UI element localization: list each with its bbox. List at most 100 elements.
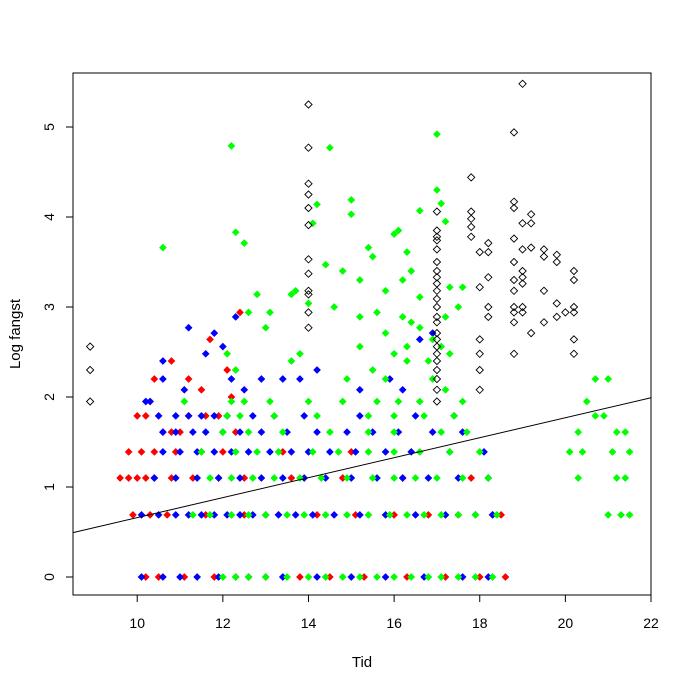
data-point bbox=[308, 447, 317, 456]
data-point bbox=[617, 510, 625, 519]
data-point bbox=[424, 573, 433, 581]
data-point bbox=[176, 447, 184, 456]
data-point bbox=[304, 255, 313, 264]
regression-line bbox=[72, 397, 652, 534]
data-point bbox=[381, 375, 390, 383]
data-point bbox=[218, 428, 227, 437]
data-point bbox=[518, 273, 527, 282]
data-point bbox=[261, 510, 270, 519]
data-point bbox=[398, 474, 407, 482]
data-point bbox=[437, 428, 446, 437]
data-point bbox=[569, 349, 579, 359]
data-point bbox=[231, 573, 240, 581]
data-point bbox=[509, 128, 519, 137]
data-point bbox=[325, 447, 334, 456]
data-point bbox=[432, 302, 442, 312]
data-point bbox=[244, 308, 253, 317]
data-point bbox=[343, 474, 351, 482]
data-point bbox=[432, 365, 442, 375]
data-point bbox=[231, 228, 240, 237]
data-point bbox=[287, 357, 296, 365]
y-axis: 0 1 2 3 4 5 bbox=[41, 123, 73, 581]
data-point bbox=[462, 428, 471, 437]
data-point bbox=[321, 260, 330, 269]
data-point bbox=[231, 312, 240, 321]
data-point bbox=[454, 573, 463, 581]
data-point bbox=[432, 294, 442, 304]
data-point bbox=[398, 385, 407, 394]
data-point bbox=[484, 238, 493, 248]
data-point bbox=[450, 411, 459, 420]
data-point bbox=[244, 447, 253, 456]
data-point bbox=[330, 510, 339, 519]
data-point bbox=[300, 510, 309, 519]
data-point bbox=[518, 279, 527, 288]
data-point bbox=[407, 267, 416, 275]
data-point bbox=[206, 510, 214, 519]
data-point bbox=[304, 573, 313, 581]
data-point bbox=[445, 447, 454, 456]
data-point bbox=[432, 236, 442, 245]
data-point bbox=[432, 273, 442, 282]
data-point bbox=[193, 474, 202, 482]
data-point bbox=[441, 312, 450, 321]
data-point bbox=[180, 385, 189, 394]
data-point bbox=[458, 474, 467, 482]
data-point bbox=[197, 510, 206, 519]
data-point bbox=[158, 428, 167, 437]
data-point bbox=[364, 510, 373, 519]
data-point bbox=[432, 207, 442, 216]
data-point bbox=[325, 143, 334, 152]
data-point bbox=[466, 222, 476, 232]
data-point bbox=[390, 230, 399, 239]
data-point bbox=[526, 243, 536, 252]
data-point bbox=[569, 302, 579, 312]
data-point bbox=[475, 385, 484, 395]
y-tick-label: 3 bbox=[41, 303, 57, 311]
data-point bbox=[390, 447, 399, 456]
data-point bbox=[394, 397, 403, 406]
data-point bbox=[437, 510, 446, 519]
data-point bbox=[158, 375, 167, 383]
data-point bbox=[445, 349, 454, 358]
data-point bbox=[176, 573, 184, 581]
data-point bbox=[437, 199, 446, 208]
data-point bbox=[432, 286, 442, 296]
data-point bbox=[184, 411, 193, 420]
y-tick-label: 2 bbox=[41, 393, 57, 401]
data-point bbox=[437, 573, 446, 581]
data-point bbox=[415, 335, 424, 344]
data-point bbox=[244, 428, 253, 437]
data-point bbox=[466, 173, 476, 182]
data-point bbox=[394, 226, 403, 235]
data-point bbox=[471, 573, 480, 581]
data-point bbox=[432, 356, 442, 366]
data-point bbox=[621, 428, 630, 437]
data-point bbox=[518, 266, 527, 276]
x-axis: 10 12 14 16 18 20 22 bbox=[129, 595, 659, 631]
data-point bbox=[428, 428, 437, 437]
data-point bbox=[317, 474, 326, 482]
data-point bbox=[227, 397, 236, 406]
data-point bbox=[171, 428, 180, 437]
data-point bbox=[240, 397, 249, 406]
data-point bbox=[248, 411, 257, 420]
data-point bbox=[415, 397, 424, 406]
data-point bbox=[466, 232, 476, 242]
data-point bbox=[475, 447, 484, 456]
data-point bbox=[484, 302, 493, 312]
data-point bbox=[197, 385, 206, 394]
data-point bbox=[287, 290, 296, 299]
data-point bbox=[227, 375, 236, 383]
data-point bbox=[364, 243, 373, 252]
data-point bbox=[484, 247, 493, 257]
data-point bbox=[137, 573, 146, 581]
data-point bbox=[295, 573, 304, 581]
x-tick-label: 14 bbox=[301, 615, 317, 631]
data-point bbox=[574, 474, 583, 482]
data-point bbox=[304, 143, 313, 152]
data-point bbox=[420, 510, 429, 519]
data-point bbox=[278, 375, 287, 383]
data-point bbox=[445, 283, 454, 292]
data-point bbox=[261, 323, 270, 332]
